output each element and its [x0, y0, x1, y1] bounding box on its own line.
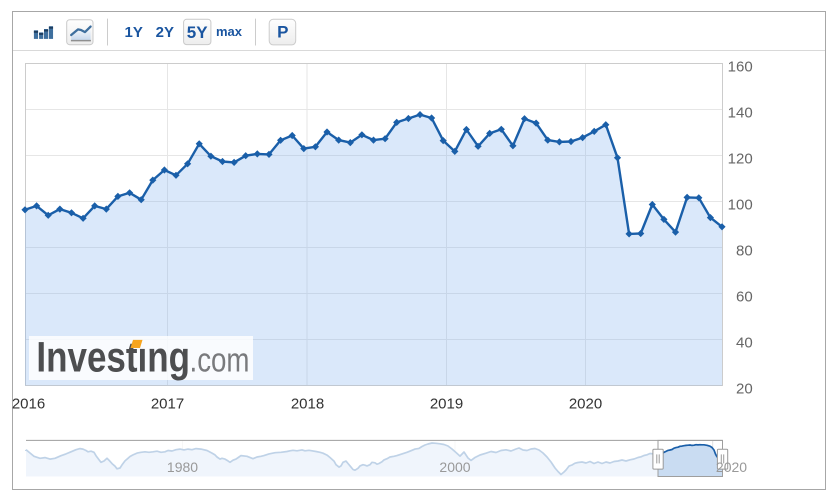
svg-text:20: 20 — [736, 381, 753, 398]
svg-text:.com: .com — [190, 341, 250, 379]
svg-text:40: 40 — [736, 335, 753, 352]
svg-text:100: 100 — [728, 197, 753, 214]
svg-text:max: max — [216, 24, 243, 39]
svg-text:2018: 2018 — [291, 396, 324, 413]
svg-text:160: 160 — [728, 59, 753, 76]
svg-text:Investıng: Investıng — [36, 334, 190, 382]
svg-text:1Y: 1Y — [125, 24, 143, 41]
svg-text:2020: 2020 — [569, 396, 602, 413]
svg-text:80: 80 — [736, 243, 753, 260]
svg-text:2017: 2017 — [151, 396, 184, 413]
svg-text:120: 120 — [728, 151, 753, 168]
svg-text:2000: 2000 — [439, 459, 470, 475]
svg-text:P: P — [277, 23, 288, 42]
svg-text:5Y: 5Y — [187, 23, 208, 42]
svg-text:60: 60 — [736, 289, 753, 306]
svg-text:2019: 2019 — [430, 396, 463, 413]
svg-text:2Y: 2Y — [156, 24, 174, 41]
svg-text:2016: 2016 — [12, 396, 45, 413]
svg-text:140: 140 — [728, 105, 753, 122]
svg-text:1980: 1980 — [167, 459, 198, 475]
svg-text:2020: 2020 — [716, 459, 747, 475]
